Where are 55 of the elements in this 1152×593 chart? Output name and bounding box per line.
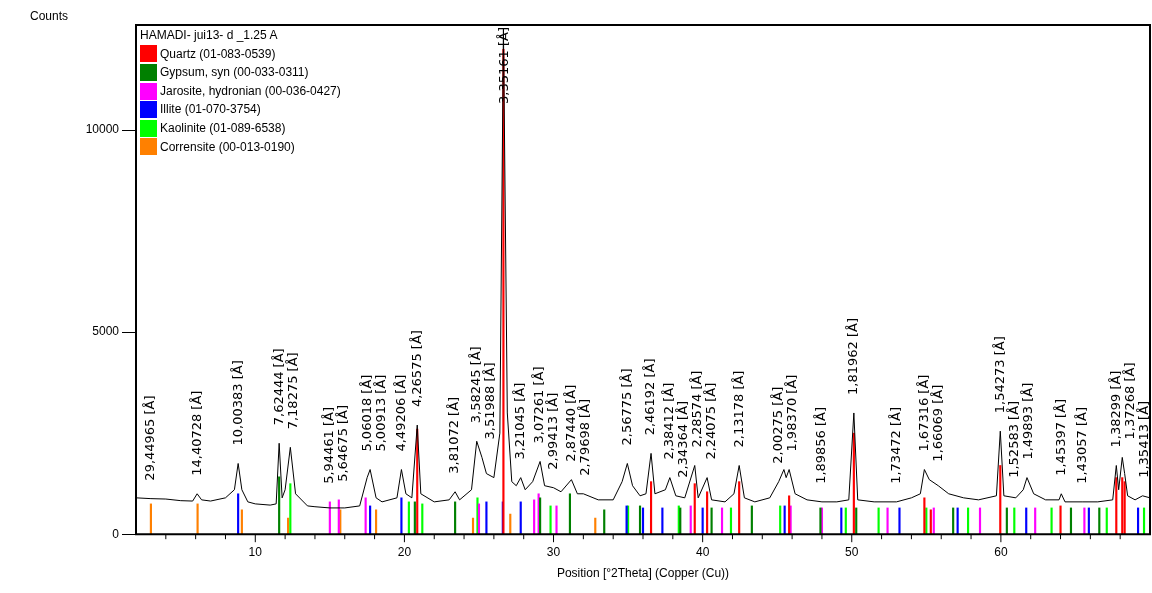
annotation: 2,13178 [Å]	[730, 370, 746, 448]
annotation: 1,67316 [Å]	[915, 374, 931, 452]
annotation: 5,64675 [Å]	[335, 404, 351, 482]
annotation: 5,06018 [Å]	[358, 374, 374, 452]
annotation: 7,62444 [Å]	[270, 348, 286, 426]
annotation: 4,49206 [Å]	[392, 374, 408, 452]
annotation: 3,07261 [Å]	[531, 366, 547, 444]
annotation: 1,52583 [Å]	[1005, 400, 1021, 478]
legend-label: Illite (01-070-3754)	[160, 101, 261, 119]
x-tick-label: 20	[397, 544, 412, 559]
annotation: 1,45397 [Å]	[1052, 398, 1068, 476]
annotation: 1,35413 [Å]	[1135, 400, 1151, 478]
annotation: 7,18275 [Å]	[284, 352, 300, 430]
legend-label: Corrensite (00-013-0190)	[160, 138, 295, 156]
annotation: 1,43057 [Å]	[1074, 406, 1090, 484]
annotation: 2,56775 [Å]	[618, 368, 634, 446]
annotation: 3,51988 [Å]	[482, 362, 498, 440]
annotation: 1,49893 [Å]	[1019, 382, 1035, 460]
x-tick-label: 10	[248, 544, 263, 559]
annotation: 1,98370 [Å]	[784, 374, 800, 452]
legend-label: Gypsum, syn (00-033-0311)	[160, 64, 309, 82]
x-tick-label: 60	[994, 544, 1008, 559]
y-tick-label: 10000	[85, 122, 120, 137]
annotation: 4,26575 [Å]	[408, 330, 424, 408]
y-tick-label: 5000	[92, 324, 120, 339]
y-axis-title: Counts	[30, 9, 69, 23]
x-tick-label: 30	[546, 544, 561, 559]
annotation: 5,00913 [Å]	[372, 374, 388, 452]
annotation: 1,38299 [Å]	[1107, 370, 1123, 448]
annotation: 1,81962 [Å]	[845, 318, 861, 395]
x-tick-label: 50	[845, 544, 859, 559]
x-tick-label: 40	[695, 544, 710, 559]
legend-label: Kaolinite (01-089-6538)	[160, 119, 286, 137]
legend-label: Jarosite, hydronian (00-036-0427)	[160, 82, 341, 100]
annotation: 14,40728 [Å]	[188, 390, 204, 476]
annotation: 1,89856 [Å]	[813, 406, 829, 484]
annotation: 2,99413 [Å]	[545, 392, 561, 470]
annotation: 3,35161 [Å]	[496, 26, 512, 104]
annotation: 1,66069 [Å]	[929, 384, 945, 462]
annotation: 2,24075 [Å]	[703, 382, 719, 460]
annotation: 3,81072 [Å]	[446, 396, 462, 474]
annotation: 29,44965 [Å]	[142, 395, 158, 481]
y-tick-label: 0	[112, 526, 120, 541]
annotation: 3,21045 [Å]	[512, 382, 528, 460]
annotation: 1,73472 [Å]	[887, 406, 903, 484]
x-axis-title: Position [°2Theta] (Copper (Cu))	[556, 566, 730, 581]
annotation: 2,46192 [Å]	[642, 358, 658, 436]
legend-label: Quartz (01-083-0539)	[160, 45, 276, 63]
legend-title: HAMADI- jui13- d _1.25 A	[140, 27, 279, 44]
annotation: 1,37268 [Å]	[1121, 362, 1137, 440]
annotation: 2,79698 [Å]	[576, 398, 592, 476]
annotation: 2,87440 [Å]	[562, 384, 578, 462]
annotation: 2,34364 [Å]	[675, 400, 691, 478]
annotation: 2,00275 [Å]	[770, 386, 786, 464]
annotation: 10,00383 [Å]	[229, 360, 245, 446]
